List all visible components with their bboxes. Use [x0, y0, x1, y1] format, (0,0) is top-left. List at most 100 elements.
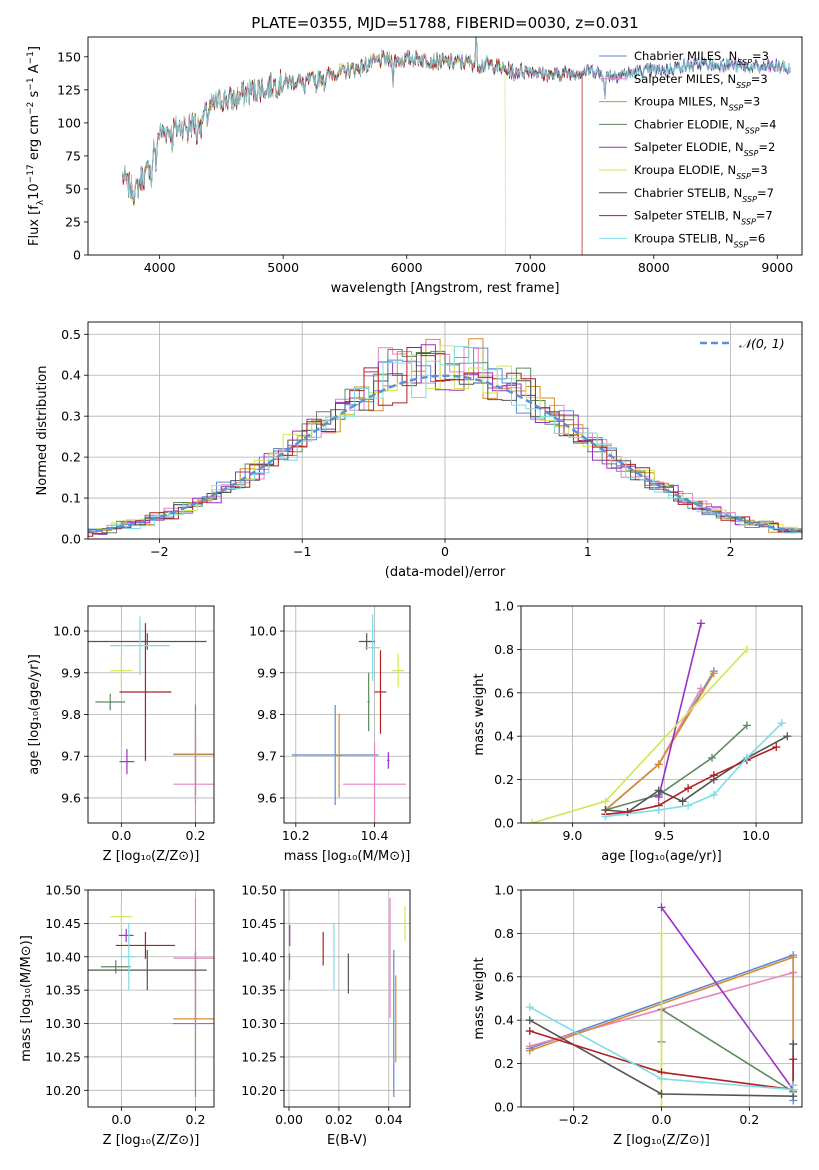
legend-label-text: Salpeter MILES, N — [634, 72, 736, 86]
series-marker — [654, 786, 663, 795]
y-tick-label: 100 — [57, 115, 81, 130]
legend-label: Salpeter ELODIE, NSSP=2 — [634, 140, 775, 158]
series-marker — [657, 929, 666, 938]
y-tick-label: 10.50 — [45, 883, 81, 898]
data-point — [343, 742, 407, 823]
normal-curve — [88, 374, 802, 534]
y-axis-label: mass weight — [472, 957, 487, 1039]
y-tick-label: 10.25 — [241, 1049, 277, 1064]
y-tick-label: 10.25 — [45, 1049, 81, 1064]
series-marker — [789, 1040, 798, 1049]
age-vs-Z-points — [88, 616, 214, 823]
x-tick-label: 2 — [727, 544, 735, 559]
x-axis-label: wavelength [Angstrom, rest frame] — [331, 281, 560, 296]
series-line — [605, 722, 783, 818]
y-tick-label: 9.9 — [61, 665, 81, 680]
age-vs-mass-frame — [283, 605, 411, 824]
series-marker — [525, 1027, 534, 1036]
massweight-vs-Z-frame — [520, 889, 803, 1108]
y-tick-label: 0.6 — [494, 969, 514, 984]
y-tick-label: 0.0 — [61, 532, 81, 547]
histograms — [88, 338, 802, 537]
age-vs-mass-points — [291, 614, 407, 823]
series-marker — [789, 1081, 798, 1090]
legend-label-suffix: =7 — [757, 186, 774, 200]
y-tick-label: 10.40 — [241, 949, 277, 964]
y-tick-label: 0.0 — [494, 1100, 514, 1115]
data-point — [88, 633, 207, 650]
legend-label: Chabrier STELIB, NSSP=7 — [634, 186, 774, 204]
legend-label: 𝒩(0, 1) — [739, 336, 785, 351]
y-tick-label: 10.35 — [45, 983, 81, 998]
series-marker — [696, 619, 705, 628]
massweight-vs-Z-lines — [525, 903, 798, 1107]
y-tick-label: 50 — [65, 181, 81, 196]
series-marker — [742, 721, 751, 730]
data-point — [110, 906, 133, 927]
series-marker — [789, 1055, 798, 1064]
histogram-series-line — [88, 346, 802, 534]
y-tick-label: 10.0 — [53, 624, 81, 639]
mass-vs-ebv-frame — [283, 889, 411, 1108]
y-tick-label: 0.2 — [494, 772, 514, 787]
y-tick-label: 125 — [57, 82, 81, 97]
data-point — [335, 713, 344, 798]
legend-label-sub: SSP — [736, 80, 751, 89]
y-tick-label: 10.40 — [45, 949, 81, 964]
spectrum-frame — [87, 36, 803, 256]
series-marker — [709, 771, 718, 780]
mass-vs-Z-points — [88, 898, 214, 1097]
data-point — [95, 693, 126, 711]
data-point — [387, 752, 390, 769]
x-tick-label: 0.04 — [375, 1112, 403, 1127]
y-tick-label: 10.50 — [241, 883, 277, 898]
series-marker — [742, 753, 751, 762]
legend-label-sub: SSP — [736, 172, 751, 181]
series-marker — [623, 808, 632, 817]
series-marker — [601, 812, 610, 821]
x-tick-label: 0 — [441, 544, 449, 559]
series-marker — [772, 743, 781, 752]
series-line — [657, 623, 702, 798]
mass-vs-ebv-axes: 0.00 0.02 0.04 10.20 10.25 10.30 10.35 10.40 10.… — [241, 883, 410, 1148]
y-tick-label: 9.8 — [257, 707, 277, 722]
legend-label-text: Kroupa STELIB, N — [634, 231, 734, 245]
y-tick-label: 10.30 — [45, 1016, 81, 1031]
legend-label-suffix: =7 — [756, 209, 773, 223]
x-tick-label: −0.2 — [559, 1112, 589, 1127]
y-label-part: s — [27, 90, 42, 101]
age-vs-Z-axes: 0.0 0.2 9.6 9.7 9.8 9.9 10.0 Z [log₁₀(Z/Z⊙)] age… — [27, 606, 214, 864]
legend-label-suffix: =3 — [752, 49, 769, 63]
x-tick-label: 0.0 — [111, 1112, 131, 1127]
y-label-part: Flux [f — [27, 205, 42, 246]
y-label-sub: λ — [36, 199, 46, 205]
spectrum-series-line — [122, 37, 583, 255]
y-tick-label: 0.5 — [61, 327, 81, 342]
data-point — [115, 932, 176, 959]
legend-label: Salpeter STELIB, NSSP=7 — [634, 209, 773, 227]
y-tick-label: 9.8 — [61, 707, 81, 722]
series-marker — [654, 805, 663, 814]
data-point — [110, 653, 133, 688]
y-tick-label: 0.8 — [494, 926, 514, 941]
legend-label-text: Kroupa ELODIE, N — [634, 163, 736, 177]
massweight-vs-age-frame — [520, 605, 803, 824]
data-point — [110, 616, 170, 675]
y-tick-label: 9.7 — [61, 749, 81, 764]
series-marker — [789, 953, 798, 962]
x-tick-label: 0.02 — [325, 1112, 353, 1127]
x-axis-label: mass [log₁₀(M/M⊙)] — [284, 849, 411, 864]
y-tick-label: 10.20 — [241, 1083, 277, 1098]
series-marker — [696, 684, 705, 693]
data-point — [358, 633, 375, 650]
legend-label-sub: SSP — [737, 58, 752, 67]
x-tick-label: 0.2 — [186, 1112, 206, 1127]
legend-label-suffix: =4 — [760, 117, 777, 131]
x-axis-label: age [log₁₀(age/yr)] — [601, 849, 722, 864]
data-point — [173, 712, 214, 796]
legend-label-text: Chabrier STELIB, N — [634, 186, 742, 200]
legend-label-text: Chabrier ELODIE, N — [634, 117, 745, 131]
x-tick-label: 9.5 — [654, 828, 674, 843]
series-line — [605, 735, 788, 813]
